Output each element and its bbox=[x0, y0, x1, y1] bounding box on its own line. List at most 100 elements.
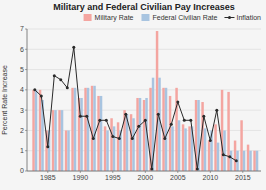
bar bbox=[110, 118, 112, 171]
legend-label: Inflation bbox=[236, 14, 261, 21]
bar bbox=[104, 126, 106, 171]
y-axis-line bbox=[27, 29, 28, 171]
point bbox=[196, 167, 199, 170]
bar bbox=[80, 98, 82, 171]
bar bbox=[182, 124, 184, 171]
point bbox=[235, 159, 238, 162]
legend-swatch bbox=[84, 14, 92, 21]
legend-marker bbox=[228, 16, 231, 19]
bar bbox=[117, 122, 119, 171]
point bbox=[118, 137, 121, 140]
bar bbox=[240, 120, 242, 171]
background bbox=[0, 0, 266, 190]
bar bbox=[106, 130, 108, 171]
point bbox=[72, 46, 75, 49]
bar bbox=[91, 86, 93, 171]
bar bbox=[65, 130, 67, 171]
point bbox=[144, 119, 147, 122]
point bbox=[183, 119, 186, 122]
bar bbox=[54, 110, 56, 171]
y-tick-label: 5 bbox=[20, 66, 24, 73]
legend-label: Federal Civilian Rate bbox=[152, 14, 217, 21]
legend-item: Federal Civilian Rate bbox=[141, 14, 217, 21]
point bbox=[163, 137, 166, 140]
bar bbox=[39, 90, 41, 171]
bar bbox=[130, 114, 132, 171]
bar bbox=[139, 98, 141, 171]
bar bbox=[67, 130, 69, 171]
y-tick-label: 3 bbox=[20, 107, 24, 114]
x-tick-label: 2005 bbox=[170, 174, 186, 181]
bar bbox=[84, 88, 86, 171]
point bbox=[150, 167, 153, 170]
bar bbox=[61, 110, 63, 171]
bar bbox=[58, 110, 60, 171]
grid-line bbox=[27, 29, 261, 30]
bar bbox=[175, 88, 177, 171]
point bbox=[222, 153, 225, 156]
x-tick-label: 1995 bbox=[105, 174, 121, 181]
title: Military and Federal Civilian Pay Increa… bbox=[53, 2, 235, 12]
bar bbox=[136, 98, 138, 171]
legend: Military Rate Federal Civilian Rate Inflat… bbox=[84, 14, 262, 22]
y-tick-label: 0 bbox=[20, 167, 24, 174]
bar bbox=[156, 31, 158, 171]
bar bbox=[217, 143, 219, 171]
bar bbox=[214, 124, 216, 171]
bar bbox=[93, 86, 95, 171]
point bbox=[176, 101, 179, 104]
bar bbox=[132, 118, 134, 171]
bar bbox=[32, 90, 34, 171]
bar bbox=[165, 88, 167, 171]
point bbox=[59, 78, 62, 81]
point bbox=[111, 135, 114, 138]
legend-label: Military Rate bbox=[95, 14, 134, 22]
legend-swatch bbox=[224, 17, 234, 18]
y-tick-label: 4 bbox=[20, 86, 24, 93]
bar bbox=[221, 90, 223, 171]
bar bbox=[178, 120, 180, 171]
point bbox=[85, 115, 88, 118]
bar bbox=[74, 88, 76, 171]
point bbox=[92, 137, 95, 140]
point bbox=[215, 109, 218, 112]
x-tick-label: 2010 bbox=[203, 174, 219, 181]
grid-line bbox=[27, 89, 261, 90]
bar bbox=[184, 128, 186, 171]
bar bbox=[171, 126, 173, 171]
bar bbox=[204, 128, 206, 171]
bar bbox=[100, 96, 102, 171]
point bbox=[209, 139, 212, 142]
point bbox=[137, 125, 140, 128]
y-tick-label: 7 bbox=[20, 25, 24, 32]
grid-line bbox=[27, 49, 261, 50]
x-tick-label: 2015 bbox=[235, 174, 251, 181]
grid bbox=[27, 29, 261, 171]
bar bbox=[230, 151, 232, 171]
line bbox=[35, 47, 237, 169]
point bbox=[79, 115, 82, 118]
point bbox=[98, 119, 101, 122]
x-axis-line bbox=[27, 171, 261, 172]
grid-line bbox=[27, 69, 261, 70]
point bbox=[202, 115, 205, 118]
point bbox=[124, 113, 127, 116]
point bbox=[228, 155, 231, 158]
point bbox=[40, 94, 43, 97]
chart: Military and Federal Civilian Pay Increa… bbox=[0, 0, 266, 190]
point bbox=[170, 123, 173, 126]
y-tick-label: 2 bbox=[20, 127, 24, 134]
bar bbox=[188, 126, 190, 171]
point bbox=[189, 119, 192, 122]
legend-swatch bbox=[141, 14, 149, 21]
bar bbox=[158, 78, 160, 171]
legend-item: Inflation bbox=[224, 14, 261, 21]
bar bbox=[113, 126, 115, 171]
x-tick-label: 2000 bbox=[138, 174, 154, 181]
point bbox=[131, 137, 134, 140]
x-tick-label: 1990 bbox=[73, 174, 89, 181]
legend-item: Military Rate bbox=[84, 14, 134, 22]
point bbox=[157, 113, 160, 116]
bar bbox=[223, 130, 225, 171]
bar bbox=[87, 88, 89, 171]
